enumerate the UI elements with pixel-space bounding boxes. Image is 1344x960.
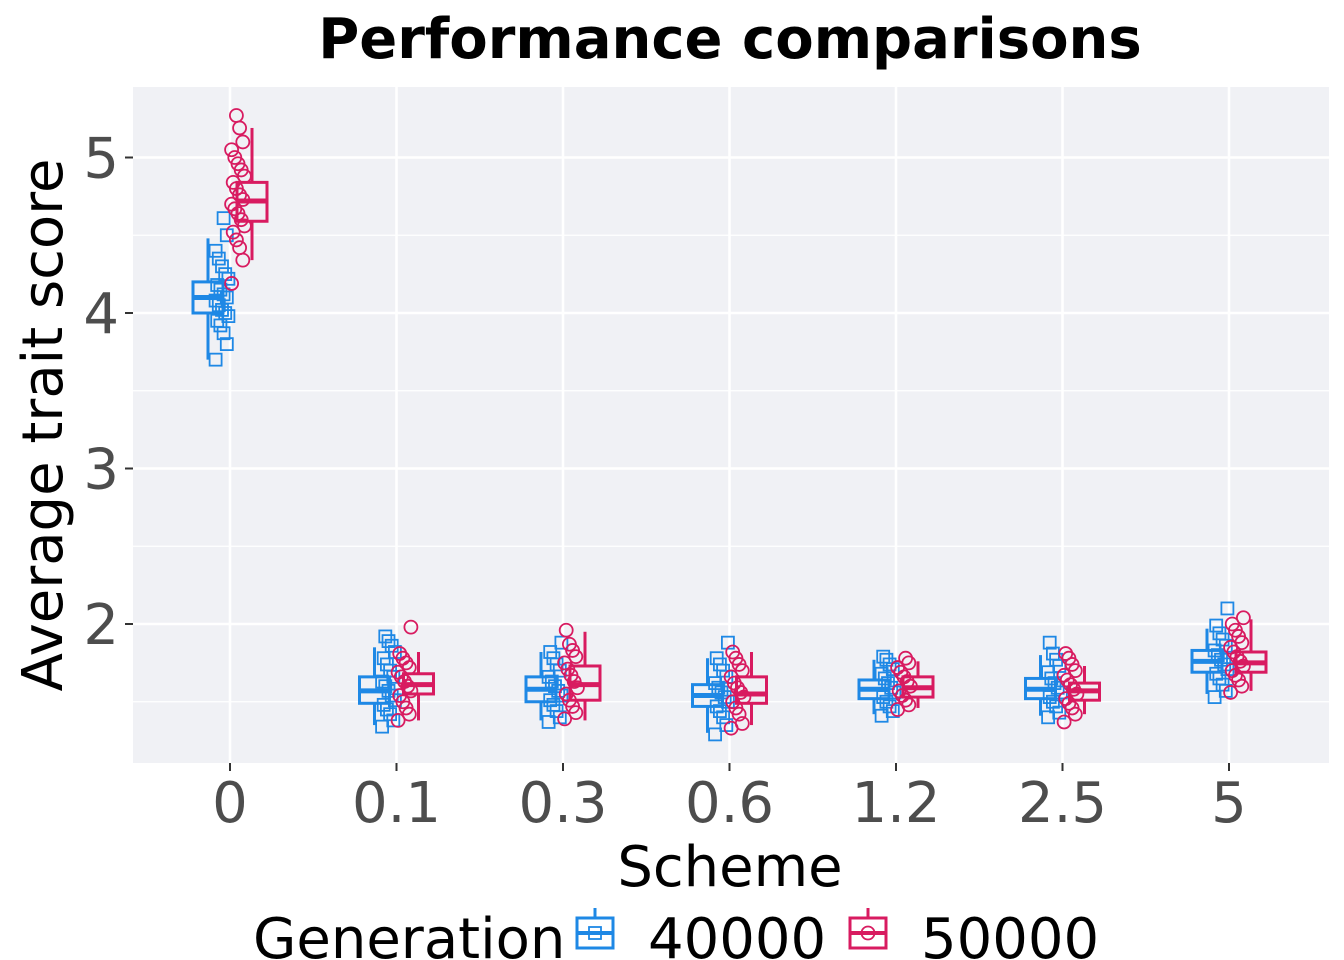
x-tick-label: 0.1: [352, 771, 441, 836]
data-point: [1224, 616, 1240, 632]
data-point: [708, 727, 722, 742]
data-point: [403, 619, 419, 635]
data-point: [235, 134, 251, 150]
data-point: [1058, 646, 1074, 661]
data-point: [725, 644, 741, 660]
data-point: [1056, 714, 1072, 730]
x-tick-label: 0.3: [518, 771, 607, 836]
data-point: [713, 704, 727, 718]
data-point: [723, 669, 739, 685]
data-point: [378, 629, 393, 644]
x-tick-label: 0: [212, 771, 248, 836]
data-point: [1212, 626, 1227, 641]
data-point: [1212, 671, 1227, 686]
x-tick-label: 0.6: [685, 771, 774, 836]
data-point: [1220, 601, 1235, 616]
legend-key-marker: [588, 926, 602, 940]
data-point: [711, 680, 726, 695]
data-point: [378, 679, 393, 694]
data-point: [554, 635, 569, 650]
x-axis-ticks: 0 0.1 0.3 0.6 1.2 2.5 5: [212, 763, 1247, 836]
data-point: [876, 649, 891, 664]
y-tick-label: 4: [83, 282, 119, 347]
data-point: [381, 634, 396, 649]
plot-panel: [133, 87, 1329, 763]
x-axis-title: Scheme: [617, 835, 842, 900]
data-point: [898, 650, 913, 666]
box-series: [191, 108, 1268, 742]
x-tick-label: 2.5: [1018, 771, 1107, 836]
data-point: [379, 702, 394, 717]
data-point: [1236, 610, 1251, 626]
legend-label-50000: 50000: [921, 907, 1099, 960]
legend-key-50000: [848, 908, 888, 950]
data-point: [224, 276, 240, 291]
data-point: [879, 694, 894, 709]
data-point: [227, 150, 243, 165]
gridlines: [133, 87, 1329, 763]
y-tick-label: 5: [83, 127, 119, 192]
x-tick-label: 5: [1211, 771, 1247, 836]
data-point: [544, 674, 559, 689]
data-point: [215, 259, 229, 274]
data-point: [557, 711, 572, 727]
chart-title: Performance comparisons: [318, 7, 1141, 72]
data-point: [1042, 635, 1057, 650]
y-axis-ticks: 2 3 4 5: [83, 127, 133, 658]
legend-label-40000: 40000: [648, 907, 826, 960]
data-point: [562, 636, 577, 652]
data-point: [558, 622, 574, 638]
y-axis-title: Average trait score: [11, 159, 76, 692]
data-point: [1046, 694, 1060, 709]
data-point: [225, 224, 241, 240]
data-point: [390, 713, 406, 728]
x-tick-label: 1.2: [851, 771, 940, 836]
data-point: [211, 298, 226, 313]
y-tick-label: 2: [83, 593, 119, 658]
data-point: [228, 232, 244, 248]
data-point: [879, 652, 894, 667]
data-point: [546, 697, 561, 712]
data-point: [1223, 685, 1238, 700]
data-point: [219, 337, 234, 352]
data-point: [211, 251, 226, 266]
data-point: [1209, 618, 1224, 633]
data-point: [228, 108, 244, 123]
series-50000: [224, 108, 1268, 736]
data-point: [734, 716, 750, 731]
data-point: [558, 686, 574, 702]
data-point: [213, 282, 228, 297]
data-point: [719, 718, 734, 732]
data-point: [557, 655, 572, 671]
data-point: [208, 243, 223, 258]
data-point: [224, 142, 240, 158]
data-point: [709, 651, 724, 666]
data-point: [543, 645, 558, 659]
data-point: [216, 211, 231, 226]
legend-title: Generation: [253, 907, 565, 960]
data-point: [877, 671, 892, 686]
data-point: [225, 174, 241, 190]
data-point: [1210, 648, 1225, 662]
data-point: [208, 352, 223, 367]
legend-key-marker: [860, 925, 876, 941]
y-tick-label: 3: [83, 438, 119, 503]
legend-key-40000: [575, 908, 615, 950]
data-point: [232, 240, 248, 256]
data-point: [392, 646, 408, 661]
legend: Generation 40000 50000: [253, 907, 1099, 960]
